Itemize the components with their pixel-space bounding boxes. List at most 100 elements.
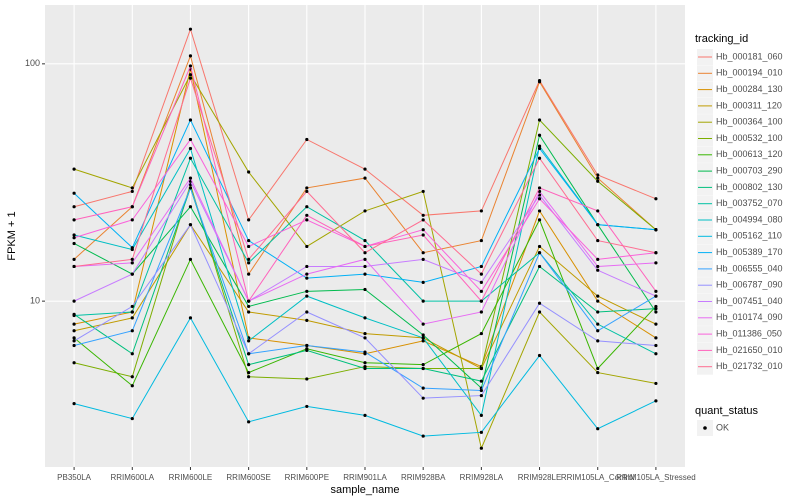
point (654, 352, 658, 356)
point (421, 333, 425, 337)
point (72, 191, 76, 195)
point (247, 238, 251, 243)
point (247, 420, 251, 424)
point (479, 310, 483, 314)
point (421, 257, 425, 261)
point (72, 264, 76, 269)
point (72, 236, 76, 240)
point (305, 218, 309, 222)
legend-label: Hb_000284_130 (716, 84, 783, 94)
point (188, 205, 193, 209)
point (654, 322, 658, 326)
point (188, 176, 193, 180)
point (421, 218, 425, 222)
point (479, 238, 483, 243)
point (130, 384, 134, 388)
point (537, 189, 542, 194)
point (72, 336, 76, 340)
point (596, 322, 600, 326)
point (247, 370, 251, 375)
point (421, 228, 425, 232)
point (72, 361, 76, 365)
point (305, 289, 309, 293)
point (305, 186, 309, 190)
point (247, 363, 251, 367)
point (305, 264, 309, 269)
point (537, 193, 542, 197)
point (654, 307, 658, 311)
point (363, 413, 367, 417)
x-tick-label: PB350LA (57, 473, 91, 482)
point (305, 276, 309, 280)
point (188, 137, 193, 142)
point (537, 197, 542, 201)
point (537, 156, 542, 160)
point (537, 144, 542, 148)
legend-label: Hb_021650_010 (716, 345, 783, 355)
point (363, 361, 367, 365)
point (72, 299, 76, 303)
point (72, 241, 76, 246)
point (654, 294, 658, 298)
legend-label: Hb_021732_010 (716, 361, 783, 371)
point (596, 310, 600, 314)
point (363, 251, 367, 255)
point (72, 322, 76, 326)
point (479, 446, 483, 450)
point (479, 393, 483, 398)
point (130, 416, 134, 421)
point (421, 251, 425, 255)
point (72, 218, 76, 222)
legend-label: Hb_000181_060 (716, 51, 783, 61)
point (479, 209, 483, 213)
point (479, 272, 483, 276)
y-axis-title: FPKM + 1 (6, 211, 18, 260)
point (654, 304, 658, 309)
point (247, 261, 251, 265)
point (188, 223, 193, 227)
point (479, 280, 483, 284)
legend-swatch (703, 426, 707, 430)
point (363, 257, 367, 261)
point (305, 343, 309, 348)
point (421, 366, 425, 371)
point (537, 310, 542, 314)
point (654, 381, 658, 386)
point (130, 375, 134, 379)
point (596, 339, 600, 343)
point (363, 272, 367, 276)
point (363, 287, 367, 292)
point (247, 170, 251, 174)
x-tick-label: RRIM600LA (110, 473, 154, 482)
point (479, 331, 483, 336)
point (305, 189, 309, 194)
point (130, 310, 134, 314)
point (654, 261, 658, 265)
point (537, 251, 542, 255)
point (479, 264, 483, 269)
point (188, 118, 193, 122)
point (363, 316, 367, 320)
point (130, 352, 134, 356)
legend-label: Hb_000311_120 (716, 100, 782, 110)
point (72, 313, 76, 318)
point (247, 257, 251, 261)
point (247, 299, 251, 303)
point (421, 339, 425, 343)
point (654, 343, 658, 348)
point (130, 189, 134, 194)
point (421, 280, 425, 284)
legend-title: tracking_id (695, 33, 748, 45)
point (596, 209, 600, 213)
point (421, 213, 425, 217)
point (188, 146, 193, 151)
point (421, 233, 425, 237)
point (188, 54, 193, 58)
point (188, 73, 193, 77)
point (247, 304, 251, 309)
point (130, 261, 134, 265)
point (305, 377, 309, 381)
point (363, 331, 367, 336)
point (654, 310, 658, 314)
point (72, 343, 76, 348)
